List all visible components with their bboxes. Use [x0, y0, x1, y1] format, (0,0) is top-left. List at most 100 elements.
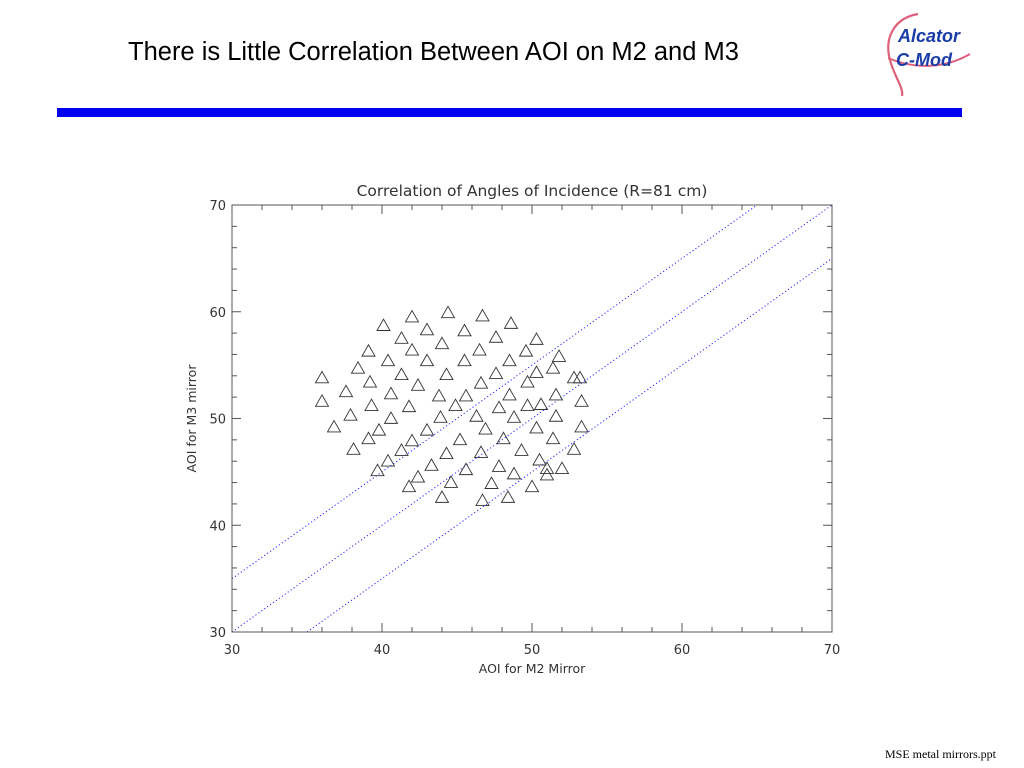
data-point — [394, 331, 409, 344]
data-point — [371, 422, 387, 436]
data-point — [574, 419, 589, 433]
data-point — [574, 394, 589, 407]
data-point — [376, 318, 391, 331]
data-point — [532, 452, 547, 466]
data-point — [362, 374, 378, 388]
data-point — [424, 458, 439, 471]
data-point — [457, 353, 472, 367]
data-point — [404, 342, 420, 356]
data-point — [529, 365, 544, 378]
data-point — [439, 446, 454, 460]
data-point — [514, 443, 529, 456]
data-point — [473, 445, 489, 458]
data-point — [566, 442, 582, 455]
data-point — [443, 475, 459, 488]
data-point — [404, 309, 420, 323]
data-point — [520, 398, 535, 412]
alcator-cmod-logo: Alcator C-Mod — [887, 12, 971, 97]
data-point — [364, 398, 379, 412]
data-point — [475, 493, 490, 507]
data-point — [419, 353, 435, 367]
data-point — [439, 367, 454, 381]
y-axis-label: AOI for M3 mirror — [184, 364, 199, 473]
data-point — [326, 419, 342, 433]
data-point — [545, 431, 561, 445]
data-point — [478, 421, 493, 435]
data-point — [548, 408, 564, 422]
data-points — [314, 305, 589, 507]
data-point — [472, 342, 487, 356]
data-point — [502, 353, 517, 367]
data-point — [491, 459, 507, 472]
data-point — [380, 453, 396, 467]
y-tick-label: 30 — [209, 626, 226, 641]
data-point — [448, 398, 463, 412]
axis-ticks — [231, 204, 833, 633]
data-point — [404, 433, 420, 447]
data-point — [401, 479, 417, 493]
data-point — [572, 370, 588, 384]
data-point — [458, 462, 474, 476]
data-point — [488, 366, 504, 379]
reference-lines — [231, 204, 833, 633]
data-point — [314, 370, 330, 384]
tick-labels: 30 40 50 60 70 30 40 50 60 70 — [209, 199, 840, 658]
y-tick-label: 60 — [209, 306, 226, 321]
data-point — [548, 387, 564, 401]
chart-title: Correlation of Angles of Incidence (R=81… — [357, 182, 708, 200]
x-tick-label: 70 — [824, 643, 841, 658]
data-point — [496, 431, 511, 445]
data-point — [545, 360, 561, 374]
data-point — [473, 375, 489, 389]
data-point — [434, 490, 450, 503]
data-point — [554, 461, 570, 474]
data-point — [518, 343, 534, 357]
data-point — [433, 410, 448, 423]
x-tick-label: 40 — [374, 643, 391, 658]
slide-title: There is Little Correlation Between AOI … — [128, 38, 739, 66]
data-point — [506, 410, 522, 423]
data-point — [380, 353, 396, 367]
data-point — [458, 388, 474, 402]
data-point — [394, 367, 409, 381]
data-point — [431, 388, 447, 402]
data-point — [524, 479, 540, 493]
data-point — [500, 490, 516, 503]
data-point — [533, 397, 549, 410]
data-point — [469, 408, 484, 422]
data-point — [419, 322, 435, 336]
data-point — [370, 463, 385, 477]
data-point — [346, 442, 361, 455]
data-point — [491, 400, 507, 414]
y-tick-label: 70 — [209, 199, 226, 214]
data-point — [475, 308, 490, 322]
x-tick-label: 30 — [224, 643, 241, 658]
data-point — [361, 343, 376, 357]
data-point — [457, 323, 472, 337]
data-point — [343, 407, 358, 421]
data-point — [529, 420, 544, 434]
data-point — [338, 384, 354, 398]
reference-line-2 — [231, 204, 833, 633]
y-tick-label: 50 — [209, 413, 226, 428]
data-point — [484, 476, 499, 489]
data-point — [520, 374, 535, 388]
logo-swoosh — [887, 12, 919, 97]
data-point — [529, 332, 544, 345]
logo-line1: Alcator — [897, 26, 961, 46]
data-point — [539, 461, 555, 474]
reference-line-1 — [231, 204, 758, 580]
data-point — [314, 394, 330, 407]
data-point — [383, 386, 399, 400]
data-point — [350, 360, 366, 374]
x-axis-label: AOI for M2 Mirror — [479, 661, 586, 676]
data-point — [401, 399, 417, 413]
title-divider — [57, 108, 962, 117]
data-point — [434, 336, 450, 350]
data-point — [410, 378, 426, 391]
data-point — [551, 349, 567, 362]
reference-line-3 — [306, 257, 833, 633]
data-point — [410, 469, 426, 483]
data-point — [506, 466, 522, 480]
